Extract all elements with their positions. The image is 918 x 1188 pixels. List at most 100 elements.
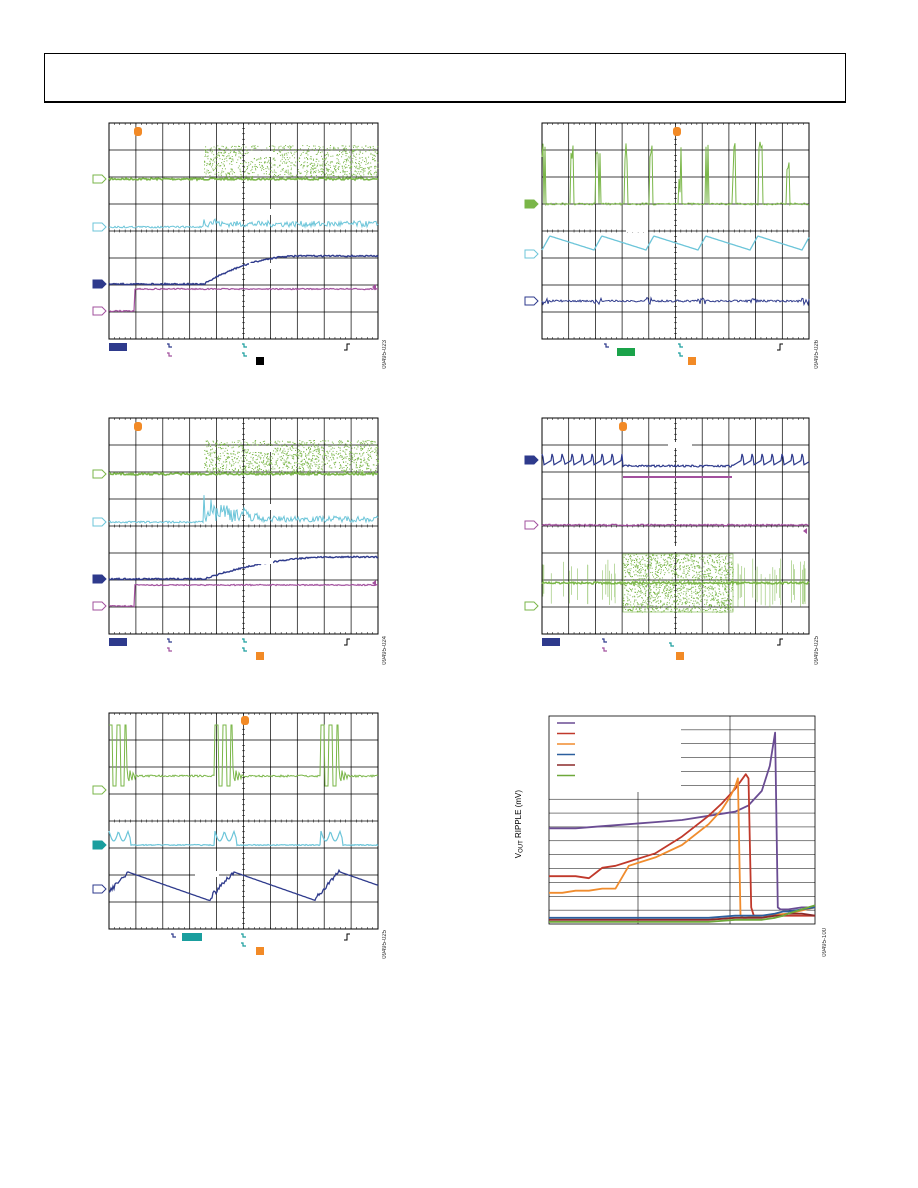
ripple-ylabel: VOUT RIPPLE (mV) [514,790,525,859]
trigger-marker-icon [241,716,249,725]
scope-plot-3 [92,417,379,660]
level-arrow-icon [372,284,376,290]
ripple-chart [546,714,818,930]
ch4-marker-icon [92,601,107,611]
level-arrow-icon [372,580,376,586]
trace-ch2-cyan [108,829,379,847]
trace-ch3-navy [108,868,379,902]
channel-indicator-icon [242,647,247,652]
trace-ch1-navy [541,453,810,469]
trigger-marker-icon [134,422,142,431]
scope-plot-2 [524,122,810,365]
channel-indicator-icon [242,343,247,348]
channel-indicator-icon [171,933,176,938]
scope-panel-2 [522,116,822,376]
ch1-marker-icon [92,785,107,795]
edge-trigger-icon [344,343,350,351]
trace-ch1-green [109,471,379,477]
figure-code-1: 09495-023 [382,340,388,369]
level-arrow-icon [803,528,807,534]
channel-indicator-icon [604,343,609,348]
ch1-marker-icon [92,174,107,184]
trace-ch1-green [541,141,810,207]
noise-dots [623,554,734,613]
figure-code-6: 09495-100 [822,928,828,957]
channel-scale-box [109,343,127,351]
channel-scale-box [256,357,264,365]
channel-scale-box [256,947,264,955]
ch1-marker-icon [524,199,539,209]
annotation-gap [668,546,692,552]
trace-ch3-navy [108,555,379,581]
ch1-marker-icon [92,469,107,479]
annotation-gap [668,442,692,448]
scope-panel-5 [92,706,392,966]
trace-ch3-navy [108,254,379,286]
scope-panel-3 [92,411,392,671]
trace-ch2-cyan [108,218,379,229]
channel-indicator-icon [669,642,674,647]
channel-indicator-icon [167,343,172,348]
ch3-marker-icon [92,574,107,584]
trace-ch1-green [108,176,379,182]
channel-scale-box [676,652,684,660]
ripple-series-line-5 [549,912,816,921]
annotation-gap [195,871,219,877]
ch2-marker-icon [524,520,539,530]
channel-indicator-icon [242,638,247,643]
figure-code-2: 09495-026 [814,340,820,369]
figure-code-4: 09495-025 [814,636,820,665]
ch3-marker-icon [92,884,107,894]
figure-code-3: 09495-024 [382,636,388,665]
trace-ch4-purple [109,287,378,313]
trace-ch4-purple [108,583,379,608]
channel-indicator-icon [678,343,683,348]
trace-ch3-navy [541,296,810,307]
scope-plot-1 [92,122,379,365]
scope-panel-1 [92,116,392,376]
channel-indicator-icon [678,352,683,357]
ch3-marker-icon [524,601,539,611]
ripple-chart-svg [548,715,816,925]
ch2-marker-icon [92,517,107,527]
channel-indicator-icon [167,647,172,652]
ch3-marker-icon [524,296,539,306]
annotation-gap [249,504,273,510]
ch2-marker-icon [524,249,539,259]
trace-ch1-green [109,724,379,787]
trigger-marker-icon [673,127,681,136]
ch3-marker-icon [92,279,107,289]
ripple-series-line-6 [549,904,816,923]
channel-indicator-icon [167,638,172,643]
channel-scale-box [542,638,560,646]
channel-indicator-icon [242,352,247,357]
channel-scale-box [182,933,202,941]
channel-indicator-icon [602,638,607,643]
ch2-marker-icon [92,222,107,232]
channel-indicator-icon [602,647,607,652]
scope-panel-4 [522,411,822,671]
trigger-marker-icon [619,422,627,431]
annotation-gap [249,558,273,564]
trace-ch3-green [541,580,810,586]
burst-envelope [622,553,734,613]
edge-trigger-icon [344,638,350,646]
edge-trigger-icon [777,638,783,646]
page-header-box [44,53,846,103]
scope-plot-4 [524,417,810,660]
annotation-gap [626,226,648,232]
annotation-gap [249,263,273,269]
channel-scale-box [256,652,264,660]
channel-scale-box [109,638,127,646]
figure-code-5: 09495-025 [382,930,388,959]
trace-ch2-purple [541,523,810,527]
ripple-series-line-4 [549,906,816,919]
channel-indicator-icon [167,352,172,357]
channel-scale-box [688,357,696,365]
annotation-gap [249,446,273,452]
trace-ch2-cyan [541,235,810,251]
annotation-gap [249,151,273,157]
scope-plot-5 [92,712,379,955]
channel-indicator-icon [241,933,246,938]
ch1-marker-icon [524,455,539,465]
